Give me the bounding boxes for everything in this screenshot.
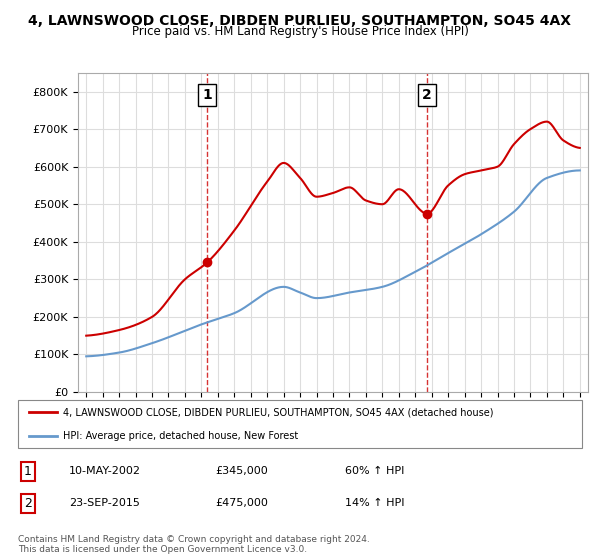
Text: 2: 2 [422, 88, 432, 102]
Text: 4, LAWNSWOOD CLOSE, DIBDEN PURLIEU, SOUTHAMPTON, SO45 4AX (detached house): 4, LAWNSWOOD CLOSE, DIBDEN PURLIEU, SOUT… [63, 407, 494, 417]
Text: £475,000: £475,000 [215, 498, 268, 508]
Text: 4, LAWNSWOOD CLOSE, DIBDEN PURLIEU, SOUTHAMPTON, SO45 4AX: 4, LAWNSWOOD CLOSE, DIBDEN PURLIEU, SOUT… [29, 14, 571, 28]
Text: 1: 1 [202, 88, 212, 102]
Text: 14% ↑ HPI: 14% ↑ HPI [345, 498, 404, 508]
Text: 1: 1 [23, 465, 32, 478]
Text: £345,000: £345,000 [215, 466, 268, 476]
Text: Price paid vs. HM Land Registry's House Price Index (HPI): Price paid vs. HM Land Registry's House … [131, 25, 469, 38]
Text: 60% ↑ HPI: 60% ↑ HPI [345, 466, 404, 476]
FancyBboxPatch shape [18, 400, 582, 448]
Text: 23-SEP-2015: 23-SEP-2015 [69, 498, 140, 508]
Text: HPI: Average price, detached house, New Forest: HPI: Average price, detached house, New … [63, 431, 298, 441]
Text: Contains HM Land Registry data © Crown copyright and database right 2024.
This d: Contains HM Land Registry data © Crown c… [18, 535, 370, 554]
Text: 10-MAY-2002: 10-MAY-2002 [69, 466, 141, 476]
Text: 2: 2 [23, 497, 32, 510]
